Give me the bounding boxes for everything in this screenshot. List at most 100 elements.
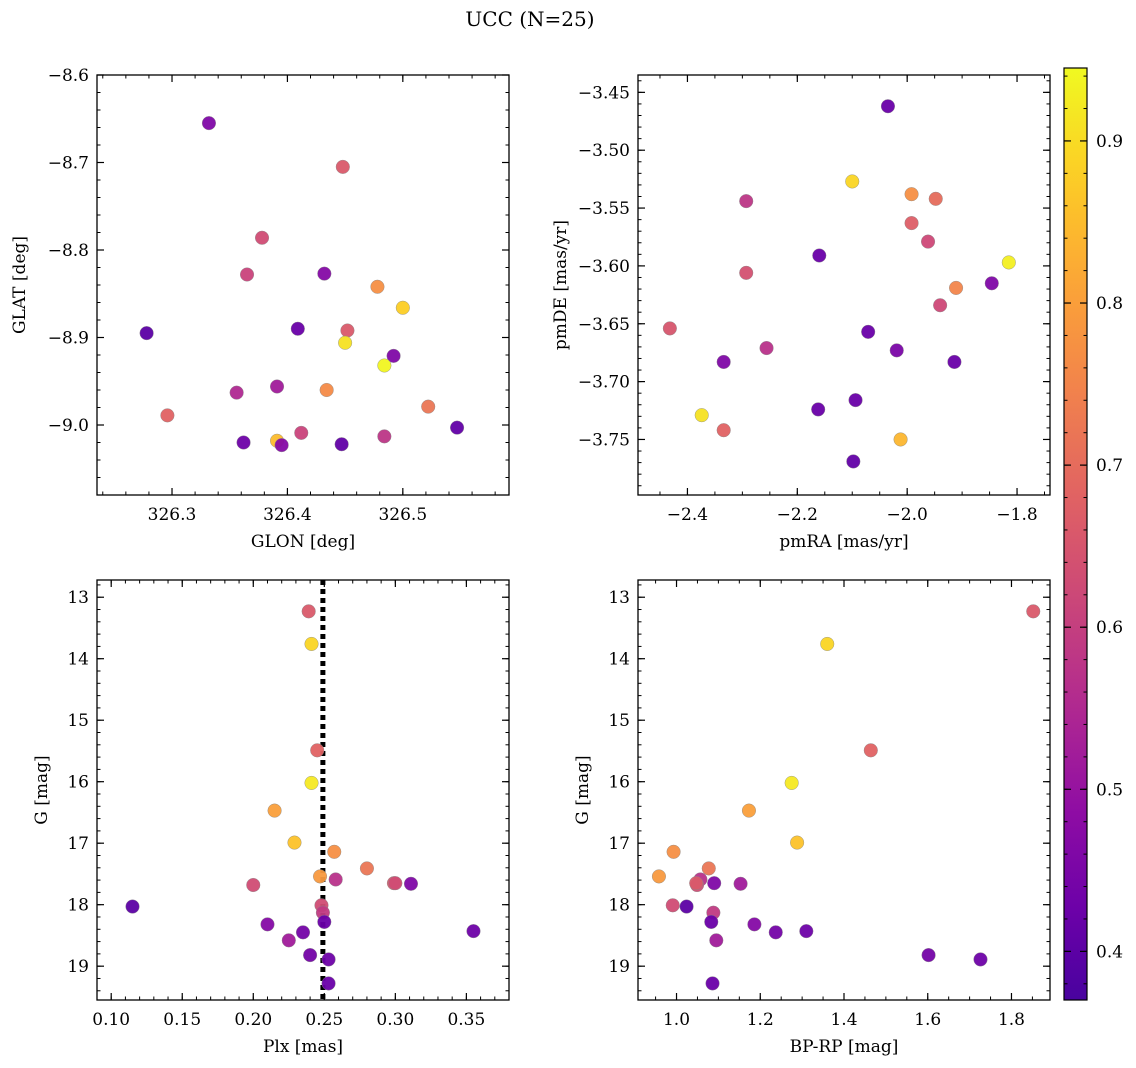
x-tick-label: −2.4 [667, 505, 708, 525]
y-tick-label: 15 [67, 711, 89, 731]
scatter-point [662, 321, 677, 336]
scatter-point [290, 321, 305, 336]
scatter-point [386, 348, 401, 363]
scatter-point [255, 230, 270, 245]
scatter-point [739, 194, 754, 209]
scatter-point [260, 917, 275, 932]
scatter-point [747, 917, 762, 932]
scatter-point [889, 343, 904, 358]
scatter-point [201, 116, 216, 131]
scatter-point [403, 876, 418, 891]
scatter-point [377, 358, 392, 373]
y-tick-label: 18 [608, 896, 630, 916]
scatter-point [846, 454, 861, 469]
colorbar-tick-label: 0.5 [1096, 780, 1123, 800]
scatter-point [790, 835, 805, 850]
scatter-point [863, 743, 878, 758]
scatter-point [893, 432, 908, 447]
x-axis-label: BP-RP [mag] [790, 1037, 899, 1057]
scatter-point [303, 948, 318, 963]
y-tick-label: −9.0 [48, 416, 89, 436]
axes-frame [637, 74, 1051, 496]
colorbar-tick-label: 0.7 [1096, 456, 1123, 476]
scatter-point [328, 872, 343, 887]
scatter-point [304, 636, 319, 651]
points [662, 99, 1016, 469]
scatter-point [310, 743, 325, 758]
y-tick-label: −8.6 [48, 66, 89, 86]
scatter-point [705, 976, 720, 991]
scatter-point [359, 861, 374, 876]
scatter-point [784, 775, 799, 790]
y-tick-label: 19 [608, 957, 630, 977]
scatter-point [811, 402, 826, 417]
scatter-point [973, 952, 988, 967]
x-tick-label: 1.6 [914, 1010, 941, 1030]
scatter-point [296, 925, 311, 940]
y-tick-label: 14 [67, 650, 89, 670]
scatter-point [651, 869, 666, 884]
y-tick-label: 16 [608, 773, 630, 793]
y-tick-label: −8.7 [48, 154, 89, 174]
scatter-point [768, 925, 783, 940]
y-tick-label: 13 [67, 588, 89, 608]
scatter-point [947, 354, 962, 369]
scatter-point [689, 876, 704, 891]
scatter-point [984, 276, 999, 291]
scatter-point [294, 425, 309, 440]
scatter-point [334, 437, 349, 452]
scatter-point [236, 435, 251, 450]
x-tick-label: 1.8 [998, 1010, 1025, 1030]
x-tick-label: 326.4 [263, 505, 312, 525]
y-tick-label: 18 [67, 896, 89, 916]
y-tick-label: 14 [608, 650, 630, 670]
scatter-point [466, 924, 481, 939]
scatter-point [1001, 255, 1016, 270]
scatter-panel-1: 326.3 326.4 326.5 −8.6 −8.7 −8.8 −8.9 −9.0 GLON … [10, 66, 510, 552]
scatter-point [848, 393, 863, 408]
y-tick-label: −8.9 [48, 329, 89, 349]
scatter-point [739, 265, 754, 280]
scatter-point [904, 216, 919, 231]
scatter-point [125, 899, 140, 914]
scatter-point [949, 280, 964, 295]
y-tick-label: −3.45 [578, 83, 630, 103]
scatter-point [904, 187, 919, 202]
y-tick-label: −3.60 [578, 257, 630, 277]
colorbar-tick-label: 0.9 [1096, 132, 1123, 152]
scatter-point [701, 861, 716, 876]
scatter-point [335, 159, 350, 174]
scatter-point [139, 326, 154, 341]
scatter-point [921, 234, 936, 249]
scatter-panel-4: 1.0 1.2 1.4 1.6 1.8 13 14 15 16 17 18 19 BP-RP [mag]… [573, 579, 1051, 1057]
scatter-point [812, 248, 827, 263]
scatter-point [321, 976, 336, 991]
x-tick-label: 1.2 [747, 1010, 774, 1030]
scatter-point [759, 341, 774, 356]
axes-frame [96, 579, 510, 1001]
scatter-point [301, 604, 316, 619]
scatter-point [240, 267, 255, 282]
scatter-point [709, 933, 724, 948]
scatter-panel-3: 0.10 0.15 0.20 0.25 0.30 0.35 13 14 15 16 17 18 19 Pl… [32, 579, 510, 1057]
y-tick-label: 15 [608, 711, 630, 731]
x-tick-label: 1.4 [830, 1010, 857, 1030]
scatter-point [928, 191, 943, 206]
scatter-point [317, 266, 332, 281]
scatter-point [799, 924, 814, 939]
scatter-point [377, 429, 392, 444]
y-tick-label: −3.75 [578, 430, 630, 450]
scatter-point [665, 898, 680, 913]
scatter-point [327, 844, 342, 859]
y-tick-label: −3.55 [578, 199, 630, 219]
scatter-point [395, 300, 410, 315]
scatter-point [716, 354, 731, 369]
y-axis-label: G [mag] [32, 755, 52, 824]
scatter-point [338, 335, 353, 350]
scatter-point [679, 899, 694, 914]
points [139, 116, 465, 453]
y-tick-label: 13 [608, 588, 630, 608]
y-tick-label: −3.50 [578, 141, 630, 161]
y-tick-label: 17 [67, 834, 89, 854]
scatter-point [313, 869, 328, 884]
